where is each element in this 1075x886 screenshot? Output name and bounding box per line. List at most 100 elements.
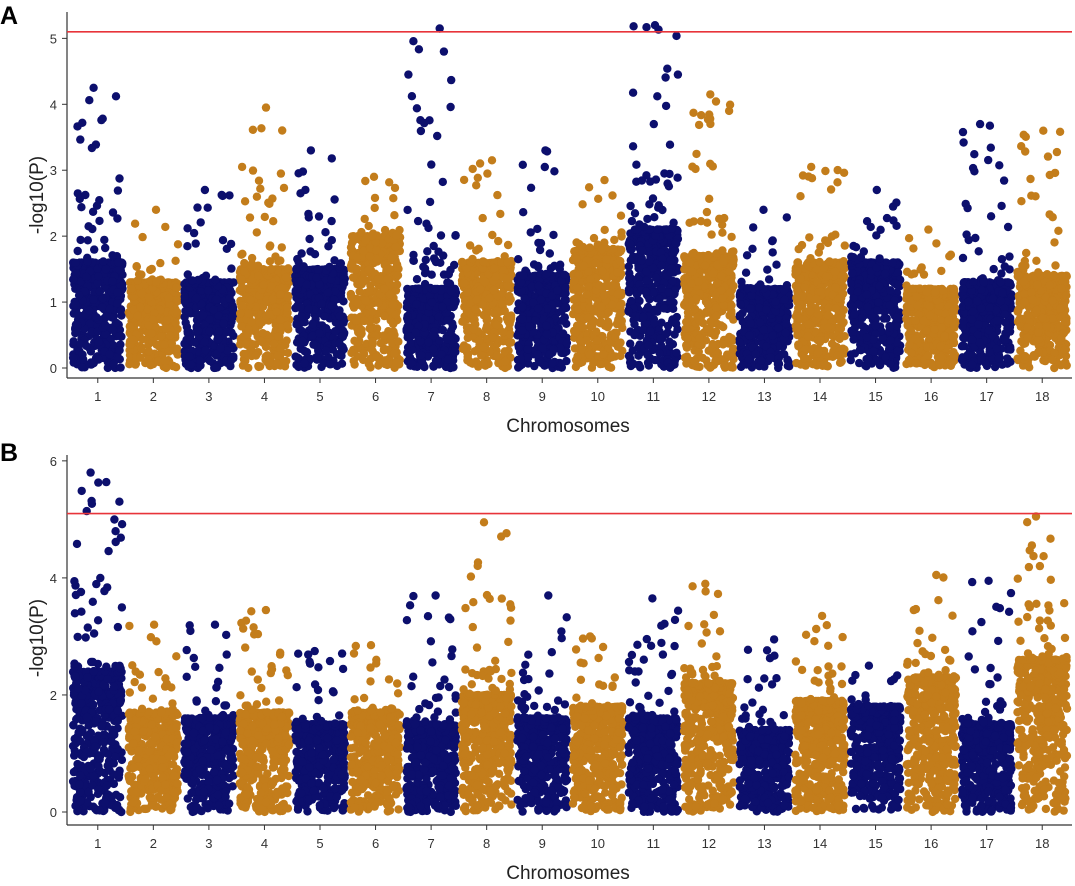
snp-point — [598, 266, 607, 276]
snp-point — [143, 304, 152, 314]
snp-point — [427, 270, 436, 279]
snp-point — [364, 221, 373, 231]
snp-point — [602, 255, 611, 264]
snp-point — [626, 201, 635, 211]
snp-point — [474, 244, 483, 253]
snp-point — [347, 348, 356, 358]
snp-point — [330, 287, 340, 296]
snp-point — [173, 240, 183, 249]
snp-point — [133, 311, 142, 321]
snp-point — [526, 228, 535, 237]
chromosome-5-points — [291, 146, 349, 372]
snp-point — [500, 357, 510, 366]
snp-point — [632, 225, 642, 234]
chromosome-12-points — [680, 90, 738, 372]
snp-point — [446, 326, 456, 335]
snp-point — [144, 321, 153, 330]
snp-point — [373, 275, 383, 284]
snp-point — [256, 184, 265, 193]
snp-point — [146, 361, 155, 370]
snp-point — [425, 116, 434, 125]
snp-point — [68, 353, 78, 362]
snp-point — [443, 278, 452, 287]
snp-point — [575, 336, 585, 345]
snp-point — [264, 198, 273, 207]
snp-point — [417, 351, 426, 360]
snp-point — [492, 320, 501, 330]
snp-point — [310, 250, 320, 259]
snp-point — [642, 23, 651, 32]
snp-point — [478, 257, 488, 266]
snp-point — [596, 310, 605, 319]
snp-point — [78, 118, 87, 128]
snp-point — [657, 284, 667, 293]
snp-point — [404, 70, 413, 79]
snp-point — [368, 231, 377, 241]
snp-point — [313, 354, 323, 363]
snp-point — [226, 239, 236, 249]
snp-point — [327, 154, 336, 163]
snp-point — [438, 302, 447, 312]
snp-point — [597, 244, 607, 254]
snp-point — [330, 195, 339, 204]
snp-point — [101, 243, 110, 253]
snp-point — [325, 360, 335, 369]
snp-point — [73, 246, 82, 256]
snp-point — [309, 340, 318, 349]
snp-point — [663, 64, 672, 73]
snp-point — [650, 213, 659, 222]
snp-point — [573, 352, 582, 361]
snp-point — [594, 194, 603, 203]
snp-point — [518, 160, 527, 169]
snp-point — [613, 318, 622, 327]
snp-point — [632, 160, 641, 169]
snp-point — [409, 37, 418, 46]
snp-point — [308, 320, 317, 329]
snp-point — [383, 265, 392, 275]
snp-point — [572, 238, 581, 247]
snp-point — [138, 335, 147, 344]
snp-point — [252, 228, 261, 237]
snp-point — [364, 265, 373, 275]
snp-point — [553, 286, 562, 295]
snp-point — [451, 231, 460, 240]
snp-point — [214, 334, 223, 344]
snp-point — [534, 262, 543, 272]
snp-point — [269, 217, 278, 226]
top-snp-point — [151, 205, 161, 214]
snp-point — [76, 135, 85, 144]
snp-point — [604, 308, 613, 317]
snp-point — [391, 358, 401, 367]
chromosome-4-points — [235, 103, 294, 373]
snp-point — [218, 236, 228, 245]
snp-point — [84, 306, 94, 315]
snp-point — [94, 337, 104, 347]
snp-point — [331, 327, 340, 336]
top-snp-point — [369, 172, 379, 181]
snp-point — [562, 338, 572, 348]
snp-point — [596, 302, 606, 312]
snp-point — [257, 124, 266, 133]
snp-point — [639, 312, 648, 322]
snp-point — [671, 238, 680, 248]
snp-point — [388, 300, 398, 310]
snp-point — [583, 313, 593, 322]
snp-point — [379, 345, 388, 355]
snp-point — [305, 234, 314, 244]
snp-point — [212, 295, 221, 304]
snp-point — [480, 277, 490, 287]
snp-point — [585, 350, 595, 359]
snp-point — [217, 190, 226, 200]
snp-point — [244, 324, 253, 334]
snp-point — [160, 340, 169, 350]
snp-point — [617, 245, 626, 255]
snp-point — [630, 320, 639, 329]
snp-point — [666, 296, 675, 305]
snp-point — [116, 306, 126, 316]
snp-point — [490, 264, 499, 273]
snp-point — [523, 345, 532, 354]
snp-point — [185, 352, 194, 361]
snp-point — [101, 320, 110, 330]
snp-point — [561, 302, 570, 312]
snp-point — [644, 341, 653, 350]
